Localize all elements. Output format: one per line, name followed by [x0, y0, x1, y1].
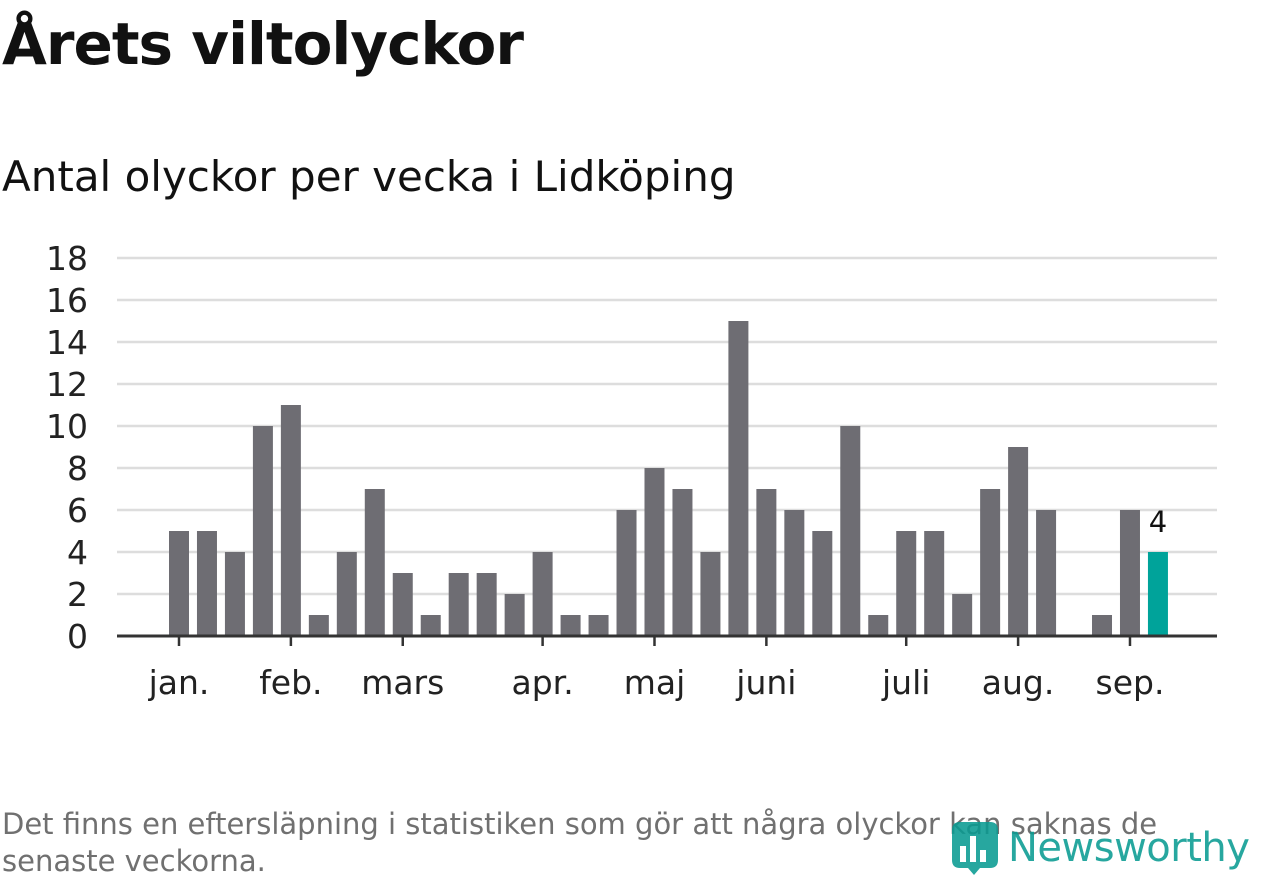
- bar: [588, 615, 609, 636]
- bar: [308, 615, 329, 636]
- bar: [420, 615, 441, 636]
- bar: [364, 489, 385, 636]
- bar: [336, 552, 357, 636]
- bar: [560, 615, 581, 636]
- chart-subtitle: Antal olyckor per vecka i Lidköping: [2, 152, 736, 201]
- bar: [224, 552, 245, 636]
- x-tick-label: jan.: [148, 663, 210, 702]
- y-tick-label: 14: [46, 323, 88, 362]
- bar: [924, 531, 945, 636]
- bar: [756, 489, 777, 636]
- bar: [896, 531, 917, 636]
- y-tick-label: 4: [67, 533, 88, 572]
- bar: [476, 573, 497, 636]
- bar: [952, 594, 973, 636]
- bar: [448, 573, 469, 636]
- x-tick-label: maj: [624, 663, 686, 702]
- y-tick-label: 18: [46, 239, 88, 278]
- bar: [644, 468, 665, 636]
- chart-title: Årets viltolyckor: [2, 10, 524, 78]
- bar: [728, 321, 749, 636]
- bar: [1008, 447, 1029, 636]
- x-tick-label: feb.: [259, 663, 322, 702]
- bar: [784, 510, 805, 636]
- bar-chart-icon: [952, 822, 998, 875]
- x-tick-label: mars: [361, 663, 444, 702]
- y-tick-label: 0: [67, 617, 88, 656]
- x-tick-label: juli: [881, 663, 930, 702]
- y-tick-label: 6: [67, 491, 88, 530]
- bar: [868, 615, 889, 636]
- x-axis-ticks: jan. feb. mars apr. maj juni juli aug. sep.: [148, 636, 1165, 702]
- bar: [252, 426, 273, 636]
- x-tick-label: aug.: [982, 663, 1055, 702]
- bar: [196, 531, 217, 636]
- brand-logo: Newsworthy: [950, 818, 1250, 878]
- brand-name: Newsworthy: [1008, 825, 1250, 871]
- y-tick-label: 2: [67, 575, 88, 614]
- bar: [980, 489, 1001, 636]
- bar: [392, 573, 413, 636]
- x-tick-label: juni: [735, 663, 796, 702]
- bar: [1092, 615, 1113, 636]
- highlight-value-label: 4: [1149, 505, 1167, 539]
- bar: [1119, 510, 1140, 636]
- bar: [169, 531, 189, 636]
- bar: [812, 531, 833, 636]
- bar: [532, 552, 553, 636]
- bar: [840, 426, 861, 636]
- bar: [700, 552, 721, 636]
- x-tick-label: apr.: [512, 663, 574, 702]
- y-tick-label: 10: [46, 407, 88, 446]
- bar: [616, 510, 637, 636]
- highlight-bar: [1147, 552, 1168, 636]
- y-tick-label: 8: [67, 449, 88, 488]
- bar: [672, 489, 693, 636]
- x-tick-label: sep.: [1096, 663, 1165, 702]
- bar: [1036, 510, 1057, 636]
- bar: [504, 594, 525, 636]
- bar-labels: 4: [1149, 505, 1167, 539]
- bars: [169, 321, 1168, 636]
- bar: [280, 405, 301, 636]
- y-tick-label: 12: [46, 365, 88, 404]
- y-tick-label: 16: [46, 281, 88, 320]
